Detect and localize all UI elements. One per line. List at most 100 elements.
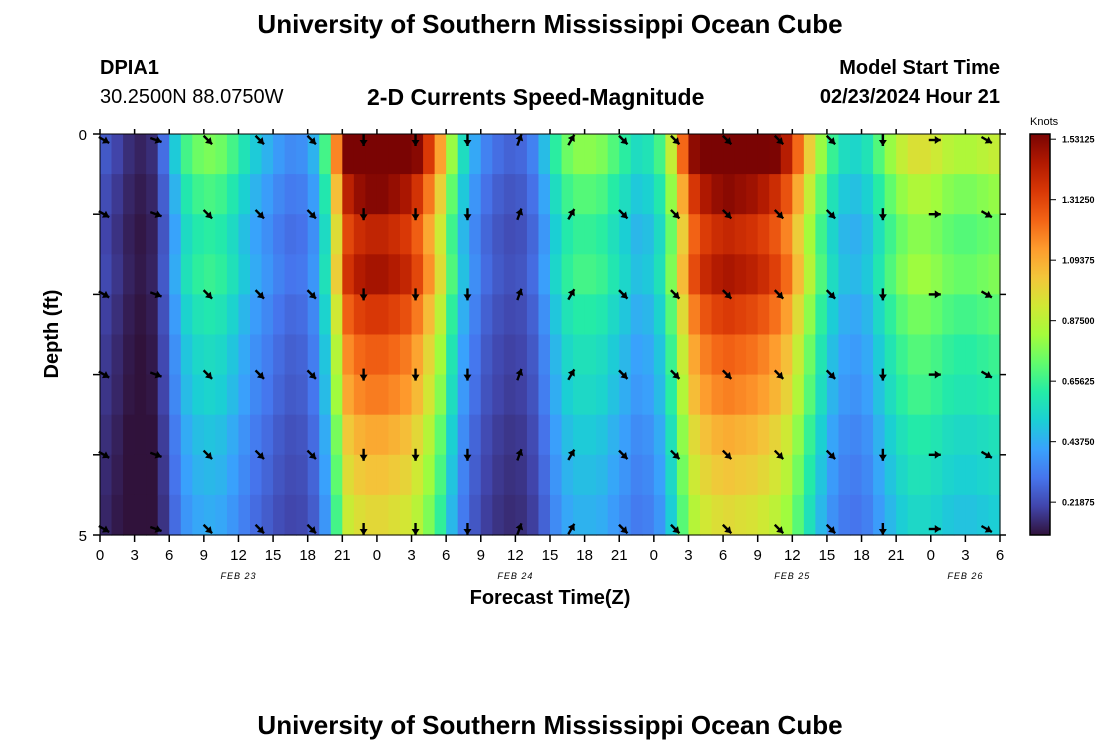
arrow-head <box>776 451 784 460</box>
heatmap-cell <box>861 134 874 175</box>
x-tick-label: 6 <box>165 547 173 564</box>
heatmap-cell <box>861 294 874 336</box>
heatmap-cell <box>665 174 678 215</box>
heatmap-cell <box>803 294 816 336</box>
heatmap-cell <box>988 334 1001 376</box>
heatmap-cell <box>526 134 540 175</box>
current-arrow <box>306 523 317 535</box>
heatmap-cell <box>734 414 747 456</box>
heatmap-cell <box>273 134 286 175</box>
heatmap-cell <box>723 134 736 175</box>
heatmap-cell <box>942 414 955 456</box>
arrow-head <box>359 529 368 535</box>
heatmap-cell <box>884 254 897 295</box>
current-arrow <box>359 523 368 535</box>
arrow-head <box>620 371 628 379</box>
current-arrow <box>773 209 785 220</box>
heatmap-cell <box>953 454 966 496</box>
arrow-head <box>411 214 420 221</box>
heatmap-cell <box>803 334 816 376</box>
arrow-head <box>463 529 472 535</box>
heatmap-cell <box>353 254 366 295</box>
heatmap-cell <box>607 174 620 215</box>
heatmap-cell <box>838 294 851 336</box>
heatmap-cell <box>550 374 563 416</box>
heatmap-cell <box>665 454 678 496</box>
heatmap-cell <box>884 414 897 456</box>
arrow-head <box>567 209 575 217</box>
heatmap-cell <box>215 494 228 536</box>
heatmap-cell <box>376 494 390 536</box>
arrow-head <box>463 454 472 461</box>
heatmap-cell <box>653 254 666 295</box>
heatmap-cell <box>157 134 170 175</box>
current-arrow <box>670 369 681 380</box>
heatmap-cell <box>550 294 563 336</box>
heatmap-cell <box>423 454 436 496</box>
heatmap-cell <box>365 454 378 496</box>
heatmap-cell <box>942 334 955 376</box>
heatmap-cell <box>734 454 747 496</box>
heatmap-cell <box>550 214 563 255</box>
heatmap-cell <box>111 494 124 536</box>
current-arrow <box>928 450 941 459</box>
arrow-head <box>984 210 992 218</box>
heatmap-cell <box>180 454 193 496</box>
heatmap-cell <box>123 134 136 175</box>
x-tick-label: 3 <box>130 547 138 564</box>
colorbar-label: Knots <box>1030 116 1059 128</box>
heatmap-cell <box>907 374 920 416</box>
heatmap-cell <box>238 494 251 536</box>
heatmap-cell <box>203 294 216 336</box>
heatmap-cell <box>630 134 643 175</box>
heatmap-cell <box>803 254 816 295</box>
heatmap-cell <box>376 454 390 496</box>
heatmap-cell <box>503 334 516 376</box>
heatmap-cell <box>676 414 690 456</box>
heatmap-cell <box>284 334 297 376</box>
heatmap-cell <box>111 374 124 416</box>
heatmap-cell <box>942 374 955 416</box>
current-arrow <box>98 370 110 379</box>
x-tick-label: 15 <box>265 547 282 564</box>
heatmap-cell <box>342 254 355 295</box>
heatmap-cell <box>619 414 632 456</box>
arrow-head <box>672 211 680 219</box>
current-arrow <box>202 289 213 300</box>
heatmap-cell <box>203 374 216 416</box>
heatmap-cell <box>803 454 816 496</box>
heatmap-cell <box>676 214 690 255</box>
heatmap-cell <box>688 374 701 416</box>
heatmap-cell <box>826 214 840 255</box>
arrow-head <box>984 371 992 379</box>
heatmap-cell <box>907 494 920 536</box>
heatmap-cell <box>930 454 943 496</box>
current-arrow <box>202 134 213 146</box>
heatmap-cell <box>734 134 747 175</box>
heatmap-cell <box>561 374 574 416</box>
heatmap-cell <box>884 334 897 376</box>
heatmap-cell <box>757 134 770 175</box>
arrow-head <box>567 289 575 297</box>
heatmap-cell <box>780 414 793 456</box>
heatmap-cell <box>676 374 690 416</box>
heatmap-cell <box>307 334 320 376</box>
heatmap-cell <box>434 214 447 255</box>
heatmap-cell <box>930 214 943 255</box>
heatmap-cell <box>976 174 990 215</box>
heatmap-cell <box>400 294 413 336</box>
arrow-head <box>256 371 265 379</box>
current-arrow <box>825 209 837 220</box>
current-arrow <box>463 368 472 381</box>
heatmap-cell <box>353 454 366 496</box>
heatmap-cell <box>953 174 966 215</box>
x-tick-label: 0 <box>96 547 104 564</box>
heatmap-cell <box>769 334 782 376</box>
heatmap-cell <box>330 134 343 175</box>
heatmap-cell <box>630 334 643 376</box>
heatmap-cell <box>965 374 978 416</box>
current-arrow <box>149 370 162 379</box>
heatmap-cell <box>250 174 263 215</box>
heatmap-cell <box>573 334 586 376</box>
